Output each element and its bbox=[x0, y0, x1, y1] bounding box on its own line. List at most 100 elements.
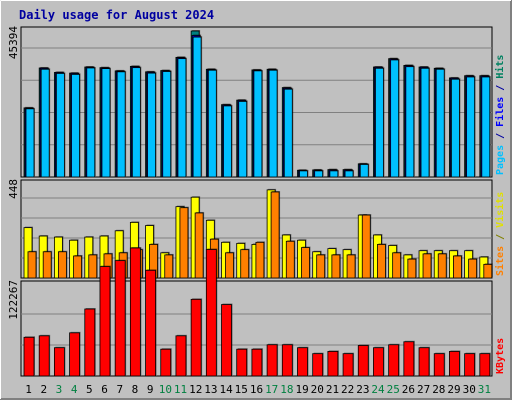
bar-sites-day-24 bbox=[377, 244, 386, 279]
bar-sites-day-23 bbox=[361, 214, 371, 279]
panel-top-legend: Pages / Files / Hits bbox=[494, 55, 506, 175]
bar-sites-day-14 bbox=[225, 252, 234, 279]
chart-title: Daily usage for August 2024 bbox=[19, 8, 214, 22]
bar-sites-day-2 bbox=[42, 251, 52, 279]
legend-label: / bbox=[495, 228, 506, 246]
panel-bottom-ymax-label: 122267 bbox=[7, 280, 20, 320]
bar-pages-day-21 bbox=[329, 170, 339, 178]
bar-pages-day-23 bbox=[359, 164, 369, 178]
bar-kbytes-day-8 bbox=[129, 247, 141, 377]
x-tick-label-day-22: 22 bbox=[341, 383, 354, 396]
bar-pages-day-10 bbox=[162, 71, 172, 178]
bar-pages-day-29 bbox=[451, 78, 460, 178]
bar-sites-day-19 bbox=[301, 247, 310, 279]
bar-pages-day-16 bbox=[253, 70, 263, 178]
bar-pages-day-25 bbox=[390, 59, 400, 178]
x-tick-label-day-11: 11 bbox=[174, 383, 187, 396]
bar-pages-day-2 bbox=[40, 68, 50, 178]
x-tick-label-day-14: 14 bbox=[219, 383, 233, 396]
x-tick-label-day-31: 31 bbox=[478, 383, 491, 396]
panel-bottom: 122267 KBytes bbox=[7, 246, 506, 377]
x-tick-label-day-1: 1 bbox=[25, 383, 32, 396]
bar-pages-day-26 bbox=[405, 66, 415, 178]
bar-sites-day-5 bbox=[88, 254, 98, 279]
x-tick-label-day-29: 29 bbox=[447, 383, 460, 396]
bar-kbytes-day-20 bbox=[312, 353, 324, 377]
bar-sites-day-22 bbox=[346, 254, 356, 279]
bar-kbytes-day-19 bbox=[297, 347, 308, 377]
x-tick-label-day-21: 21 bbox=[326, 383, 339, 396]
x-tick-label-day-30: 30 bbox=[463, 383, 476, 396]
bar-sites-day-30 bbox=[468, 258, 478, 279]
bar-kbytes-day-23 bbox=[357, 345, 369, 377]
bar-pages-day-6 bbox=[101, 68, 111, 178]
x-tick-label-day-25: 25 bbox=[387, 383, 400, 396]
bar-sites-day-15 bbox=[240, 249, 250, 279]
bar-pages-day-22 bbox=[344, 170, 354, 178]
bar-sites-day-10 bbox=[164, 254, 174, 279]
panel-middle: 448 Sites / Visits bbox=[7, 179, 506, 279]
bar-sites-day-12 bbox=[194, 212, 204, 279]
bar-kbytes-day-28 bbox=[433, 353, 445, 377]
x-tick-label-day-26: 26 bbox=[402, 383, 415, 396]
chart-panels: 45394 Pages / Files / Hits 448 Sites / Visi… bbox=[7, 26, 506, 377]
x-tick-label-day-17: 17 bbox=[265, 383, 278, 396]
bar-sites-day-31 bbox=[483, 263, 493, 279]
bar-kbytes-day-24 bbox=[373, 347, 384, 377]
x-tick-label-day-28: 28 bbox=[432, 383, 445, 396]
bar-pages-day-14 bbox=[223, 105, 232, 178]
bar-kbytes-day-15 bbox=[236, 348, 248, 377]
legend-label: KBytes bbox=[495, 338, 506, 374]
bar-pages-day-12 bbox=[192, 36, 202, 178]
bar-kbytes-day-4 bbox=[69, 332, 80, 377]
x-tick-label-day-9: 9 bbox=[147, 383, 154, 396]
panel-middle-legend: Sites / Visits bbox=[494, 192, 506, 276]
bar-kbytes-day-26 bbox=[403, 341, 415, 377]
bar-pages-day-20 bbox=[314, 170, 324, 178]
panel-middle-ymax-label: 448 bbox=[7, 179, 20, 199]
bar-sites-day-4 bbox=[73, 255, 82, 279]
bar-pages-day-24 bbox=[375, 67, 384, 178]
bar-pages-day-30 bbox=[466, 76, 476, 178]
x-tick-label-day-2: 2 bbox=[40, 383, 47, 396]
bar-kbytes-day-18 bbox=[281, 344, 293, 377]
legend-label: Visits bbox=[494, 192, 506, 228]
x-tick-label-day-15: 15 bbox=[235, 383, 248, 396]
bar-kbytes-day-3 bbox=[53, 347, 65, 377]
bar-sites-day-17 bbox=[270, 191, 280, 279]
x-tick-label-day-5: 5 bbox=[86, 383, 93, 396]
bar-pages-day-9 bbox=[147, 72, 156, 178]
x-tick-label-day-10: 10 bbox=[159, 383, 172, 396]
bar-pages-day-27 bbox=[420, 67, 430, 178]
bar-pages-day-5 bbox=[86, 67, 96, 178]
bar-kbytes-day-10 bbox=[160, 348, 172, 377]
bar-pages-day-8 bbox=[131, 67, 141, 178]
legend-label: Files bbox=[494, 97, 506, 127]
x-tick-label-day-4: 4 bbox=[71, 383, 78, 396]
x-tick-label-day-7: 7 bbox=[116, 383, 123, 396]
x-tick-label-day-3: 3 bbox=[56, 383, 63, 396]
bar-pages-day-4 bbox=[71, 74, 80, 178]
x-tick-label-day-23: 23 bbox=[356, 383, 369, 396]
legend-label: Pages bbox=[495, 145, 506, 175]
bar-sites-day-3 bbox=[57, 251, 67, 279]
bar-sites-day-27 bbox=[422, 253, 432, 279]
bar-pages-day-7 bbox=[116, 71, 126, 178]
bar-sites-day-18 bbox=[285, 240, 295, 279]
bar-pages-day-28 bbox=[435, 68, 445, 178]
bar-kbytes-day-12 bbox=[190, 298, 202, 377]
bar-pages-day-11 bbox=[177, 58, 187, 178]
bar-kbytes-day-29 bbox=[449, 351, 460, 377]
bar-sites-day-1 bbox=[27, 251, 37, 279]
x-tick-label-day-19: 19 bbox=[295, 383, 308, 396]
bar-sites-day-20 bbox=[316, 254, 326, 279]
bar-kbytes-day-31 bbox=[479, 353, 491, 377]
bar-sites-day-25 bbox=[392, 252, 402, 279]
bar-kbytes-day-30 bbox=[464, 353, 476, 377]
legend-label: / bbox=[495, 79, 506, 97]
panel-bottom-legend: KBytes bbox=[495, 338, 506, 374]
bar-kbytes-day-11 bbox=[175, 335, 187, 377]
bar-pages-day-31 bbox=[481, 76, 491, 178]
bar-sites-day-11 bbox=[179, 207, 189, 279]
